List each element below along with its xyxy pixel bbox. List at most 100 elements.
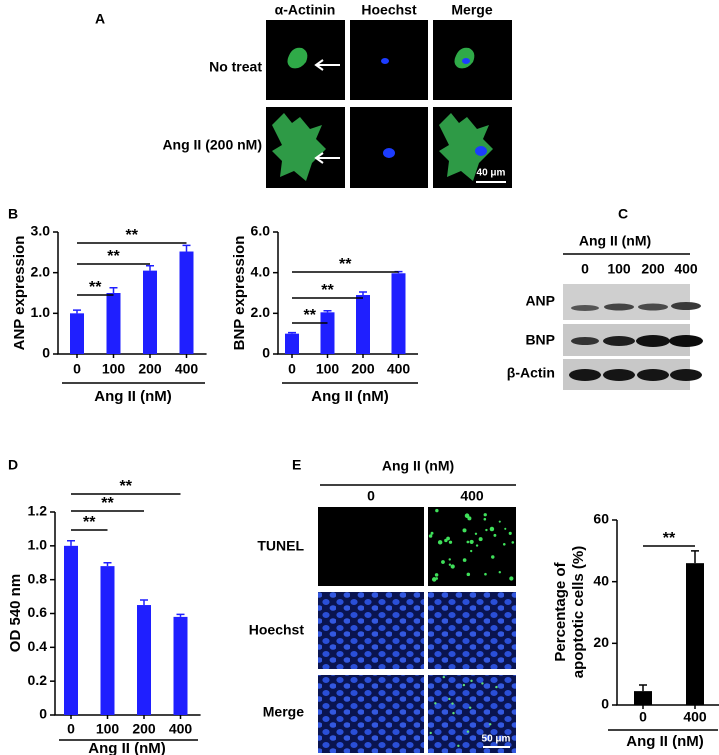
x-tick-label: 200 [351, 361, 375, 377]
arrow [314, 152, 340, 164]
tunel-dot [448, 540, 453, 544]
tunel-dot [431, 577, 437, 582]
band [603, 369, 635, 381]
bar [686, 563, 704, 705]
cell [287, 47, 308, 69]
tunel-dot [437, 540, 443, 545]
error-bar [323, 309, 332, 313]
y-tick-label: 1.2 [28, 503, 48, 519]
significance-label: ** [107, 248, 120, 265]
tunel-dot [469, 539, 474, 545]
significance-label: ** [83, 514, 96, 531]
y-tick-label: 2.0 [31, 263, 51, 279]
x-tick-label: 400 [683, 709, 707, 725]
tunel-dot [466, 540, 470, 544]
micrographs: 40 μm [266, 20, 512, 188]
row-label: Ang II (200 nM) [162, 137, 262, 153]
tunel-dot [495, 685, 498, 689]
tunel-dot [462, 558, 467, 562]
y-tick-label: 60 [593, 511, 609, 527]
band [671, 302, 701, 310]
band [603, 336, 635, 346]
y-tick-label: 0 [42, 345, 50, 361]
tunel-dot [434, 702, 437, 705]
error-bar [691, 550, 699, 564]
lane-label: 0 [581, 261, 589, 277]
tunel-dot [502, 542, 506, 546]
tunel-dot [462, 683, 466, 687]
y-tick-label: 0 [601, 696, 609, 712]
tunel-dot [478, 537, 483, 542]
y-tick-label: 20 [593, 634, 609, 650]
x-tick-label: 0 [288, 361, 296, 377]
image [350, 107, 428, 188]
y-tick-label: 0.4 [28, 638, 48, 654]
bar [320, 312, 335, 354]
bar [143, 270, 157, 354]
significance-label: ** [101, 495, 114, 512]
image [318, 507, 424, 586]
column-label: 0 [367, 488, 375, 504]
tunel-dot [508, 531, 512, 535]
tunel-dot [498, 571, 501, 574]
blot [563, 284, 703, 390]
tunel-dot [435, 508, 439, 513]
significance-label: ** [120, 478, 133, 495]
tunel-dot [448, 563, 452, 566]
bar [106, 293, 121, 354]
y-axis-label: apoptotic cells (%) [570, 546, 587, 679]
tunel-dot [462, 528, 467, 533]
error-bar [288, 331, 296, 334]
nucleus [475, 146, 487, 156]
error-bar [182, 244, 191, 252]
x-tick-label: 0 [67, 721, 75, 737]
scale-label: 40 μm [477, 168, 506, 179]
tunel-dot [504, 527, 507, 530]
tunel-dot [470, 679, 473, 683]
tunel-dot [511, 541, 515, 544]
significance-label: ** [304, 307, 317, 324]
significance-label: ** [663, 530, 676, 547]
tunel-dot [470, 549, 473, 553]
x-axis-label: Ang II (nM) [88, 740, 165, 755]
bar [356, 295, 370, 354]
tunel-dot [481, 682, 484, 685]
bar [137, 605, 151, 715]
bar [285, 333, 299, 354]
tunel-dot [484, 572, 487, 576]
tunel-dot [428, 534, 433, 538]
tunel-dot [448, 697, 451, 701]
y-tick-label: 0.2 [28, 672, 48, 688]
bar [391, 273, 406, 354]
x-tick-label: 400 [175, 361, 199, 377]
blot-strip [563, 284, 690, 320]
y-axis-label: ANP expression [11, 236, 28, 351]
image [318, 592, 424, 669]
error-bar [67, 540, 75, 546]
band [670, 369, 702, 381]
column-header: Merge [451, 2, 492, 18]
y-tick-label: 1.0 [28, 537, 48, 553]
y-tick-label: 6.0 [251, 223, 271, 239]
error-bar [73, 309, 81, 314]
lane-label: 200 [641, 261, 665, 277]
micrographs: 50 μm [318, 507, 516, 753]
y-tick-label: 0 [39, 706, 47, 722]
column-header: Hoechst [361, 2, 417, 18]
header: Ang II (nM) [382, 458, 454, 474]
panel-label: A [95, 11, 105, 27]
column-label: 400 [460, 488, 484, 504]
y-tick-label: 0 [262, 345, 270, 361]
tunel-dot [483, 517, 487, 521]
error-bar [359, 291, 367, 296]
tunel-dot [468, 706, 472, 709]
error-bar [140, 599, 148, 606]
row-label: No treat [209, 59, 262, 75]
y-tick-label: 2.0 [251, 304, 271, 320]
y-tick-label: 4.0 [251, 263, 271, 279]
x-tick-label: 0 [639, 709, 647, 725]
panel-label: B [8, 206, 18, 222]
tunel-dot [457, 744, 460, 748]
tunel-dot [448, 558, 451, 561]
y-tick-label: 0.8 [28, 570, 48, 586]
